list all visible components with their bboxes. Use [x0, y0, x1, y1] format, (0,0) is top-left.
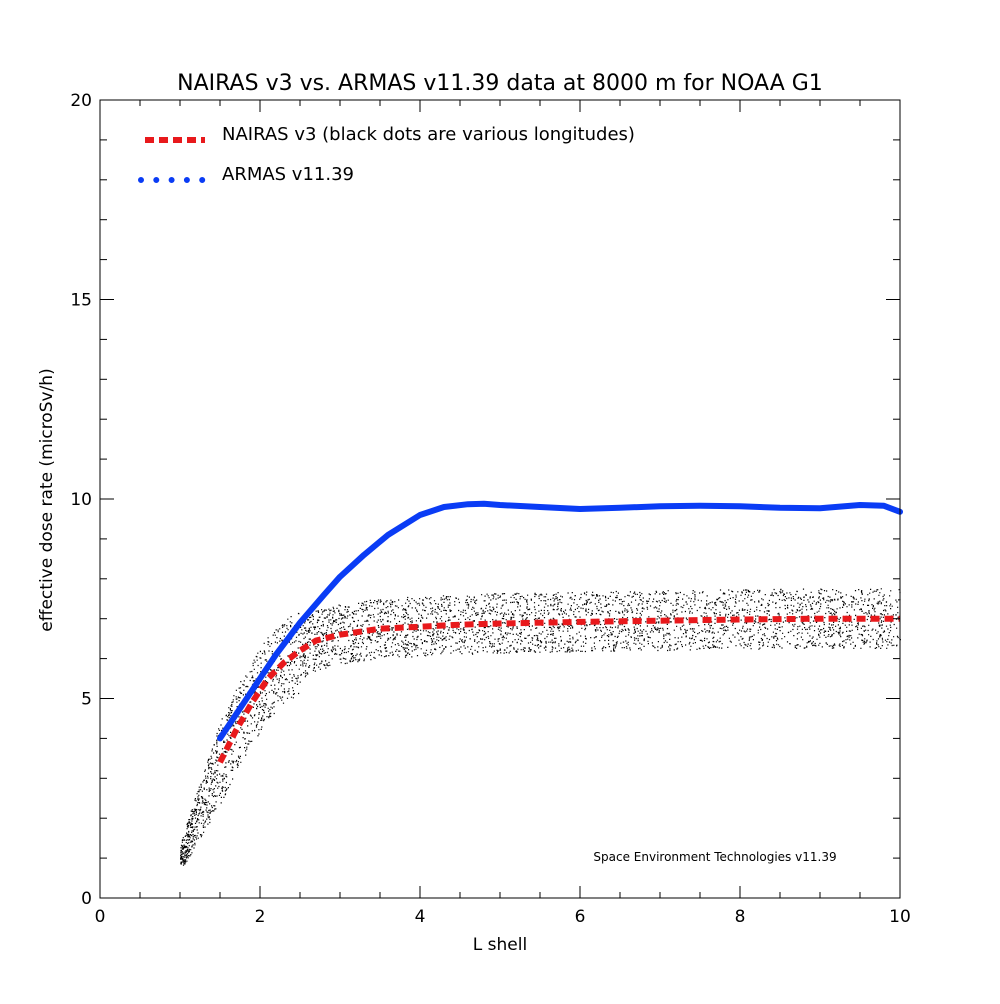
plot-frame — [99, 99, 901, 899]
legend-label-armas: ARMAS v11.39 — [222, 164, 354, 185]
y-axis-label: effective dose rate (microSv/h) — [37, 368, 57, 631]
series-line-nairas — [217, 615, 900, 764]
legend: NAIRAS v3 (black dots are various longit… — [138, 124, 635, 185]
x-tick-label: 6 — [575, 907, 586, 927]
y-tick-label: 0 — [81, 889, 92, 909]
x-tick-label: 4 — [415, 907, 426, 927]
x-tick-label: 2 — [255, 907, 266, 927]
legend-label-nairas: NAIRAS v3 (black dots are various longit… — [222, 124, 635, 145]
x-tick-label: 8 — [735, 907, 746, 927]
chart-title: NAIRAS v3 vs. ARMAS v11.39 data at 8000 … — [177, 71, 823, 96]
scatter-points — [180, 588, 901, 866]
y-tick-label: 5 — [81, 690, 92, 710]
series-layer — [217, 500, 903, 764]
series-line-armas — [217, 500, 903, 742]
y-tick-label: 20 — [70, 91, 92, 111]
y-tick-label: 15 — [70, 291, 92, 311]
x-tick-label: 0 — [95, 907, 106, 927]
longitude-scatter — [180, 588, 901, 866]
x-axis-label: L shell — [473, 935, 527, 955]
y-tick-label: 10 — [70, 490, 92, 510]
credit-annotation: Space Environment Technologies v11.39 — [593, 850, 836, 864]
x-tick-label: 10 — [889, 907, 911, 927]
axis-ticks: 0 2 4 6 8 10 0 5 10 15 20 — [70, 91, 910, 927]
